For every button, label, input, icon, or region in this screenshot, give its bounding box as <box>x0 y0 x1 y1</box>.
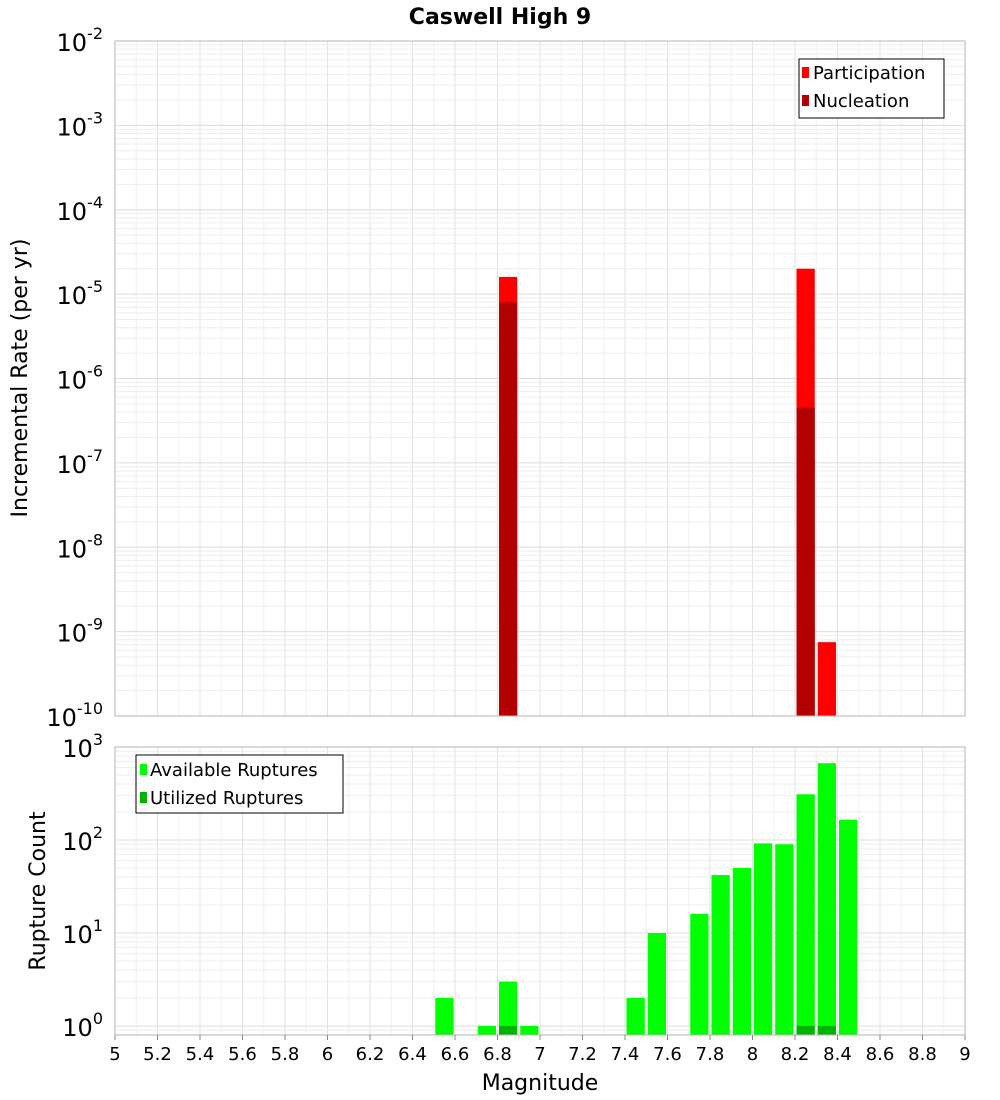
available-ruptures-bar <box>754 843 773 1035</box>
x-tick-label: 8.8 <box>908 1044 937 1065</box>
y-tick-label: 10-6 <box>57 362 104 395</box>
legend-utilized-swatch <box>140 792 147 803</box>
available-ruptures-bar <box>839 819 858 1035</box>
x-tick-label: 6 <box>322 1044 333 1065</box>
y-tick-label: 10-2 <box>57 24 104 57</box>
bottom-y-axis-label: Rupture Count <box>26 811 51 971</box>
x-tick-label: 7 <box>534 1044 545 1065</box>
bottom-legend-box <box>135 754 344 814</box>
available-ruptures-bar <box>477 1025 496 1035</box>
y-tick-label: 10-10 <box>46 699 103 732</box>
top-y-ticks: 10-10 10-9 10-8 10-7 10-6 10-5 10-4 10-3 10-2 <box>46 24 103 732</box>
utilized-ruptures-bar <box>796 1025 815 1035</box>
x-tick-label: 6.6 <box>441 1044 470 1065</box>
chart-title: Caswell High 9 <box>409 5 591 30</box>
participation-bar <box>817 642 836 716</box>
x-tick-label: 6.2 <box>356 1044 385 1065</box>
top-legend: Participation Nucleation <box>798 58 945 119</box>
bottom-panel: 100 101 102 103 5 5.2 5.4 5.6 5.8 6 6.2 6.4 6.6 6.8 7… <box>26 730 971 1096</box>
x-tick-label: 5.2 <box>143 1044 172 1065</box>
available-ruptures-bar <box>817 763 836 1035</box>
bottom-legend: Available Ruptures Utilized Ruptures <box>135 754 344 814</box>
y-tick-label: 10-9 <box>57 615 104 648</box>
top-legend-box <box>798 58 945 119</box>
top-plot-frame <box>114 40 966 717</box>
top-bars <box>499 268 836 716</box>
utilized-ruptures-bar <box>499 1025 518 1035</box>
x-tick-label: 8.6 <box>866 1044 895 1065</box>
x-tick-label: 7.2 <box>568 1044 597 1065</box>
y-tick-label: 10-3 <box>57 108 104 141</box>
x-tick-label: 9 <box>959 1044 970 1065</box>
x-tick-label: 7.6 <box>653 1044 682 1065</box>
top-gridlines <box>114 41 966 717</box>
y-tick-label: 10-7 <box>57 446 104 479</box>
top-y-axis-label: Incremental Rate (per yr) <box>8 239 33 518</box>
x-tick-label: 5.6 <box>228 1044 257 1065</box>
y-tick-label: 101 <box>62 916 103 949</box>
utilized-ruptures-bar <box>817 1025 836 1035</box>
x-tick-label: 6.4 <box>398 1044 427 1065</box>
x-tick-label: 8.4 <box>823 1044 852 1065</box>
y-tick-label: 100 <box>62 1009 103 1042</box>
legend-participation-swatch <box>802 67 809 78</box>
available-ruptures-bar <box>435 997 454 1035</box>
available-ruptures-bar <box>775 844 794 1035</box>
legend-available-label: Available Ruptures <box>150 760 318 781</box>
available-ruptures-bar <box>711 875 730 1035</box>
available-ruptures-bar <box>499 981 518 1035</box>
top-panel: 10-10 10-9 10-8 10-7 10-6 10-5 10-4 10-3 10-2 In… <box>8 24 966 732</box>
available-ruptures-bar <box>690 914 709 1035</box>
x-tick-label: 6.8 <box>483 1044 512 1065</box>
available-ruptures-bar <box>796 794 815 1035</box>
x-tick-label: 5.4 <box>186 1044 215 1065</box>
available-ruptures-bar <box>626 997 645 1035</box>
legend-participation-label: Participation <box>813 63 925 84</box>
legend-available-swatch <box>140 764 147 775</box>
legend-nucleation-swatch <box>802 95 809 106</box>
y-tick-label: 10-8 <box>57 530 104 563</box>
bottom-bars <box>435 763 858 1035</box>
available-ruptures-bar <box>520 1025 539 1035</box>
x-tick-label: 8.2 <box>781 1044 810 1065</box>
y-tick-label: 10-4 <box>57 193 104 226</box>
y-tick-label: 103 <box>62 730 103 763</box>
y-tick-label: 102 <box>62 823 103 856</box>
nucleation-bar <box>499 302 518 716</box>
x-axis-label: Magnitude <box>482 1071 599 1096</box>
x-tick-label: 7.8 <box>696 1044 725 1065</box>
legend-utilized-label: Utilized Ruptures <box>150 788 303 809</box>
nucleation-bar <box>796 407 815 716</box>
available-ruptures-bar <box>647 932 666 1035</box>
bottom-x-ticks: 5 5.2 5.4 5.6 5.8 6 6.2 6.4 6.6 6.8 7 7.2 7.4 7.6 7.8 8… <box>109 1035 971 1065</box>
x-tick-label: 5 <box>109 1044 120 1065</box>
x-tick-label: 5.8 <box>271 1044 300 1065</box>
x-tick-label: 8 <box>747 1044 758 1065</box>
x-tick-label: 7.4 <box>611 1044 640 1065</box>
bottom-y-ticks: 100 101 102 103 <box>62 730 103 1042</box>
y-tick-label: 10-5 <box>57 277 104 310</box>
legend-nucleation-label: Nucleation <box>813 91 909 112</box>
available-ruptures-bar <box>732 867 751 1035</box>
